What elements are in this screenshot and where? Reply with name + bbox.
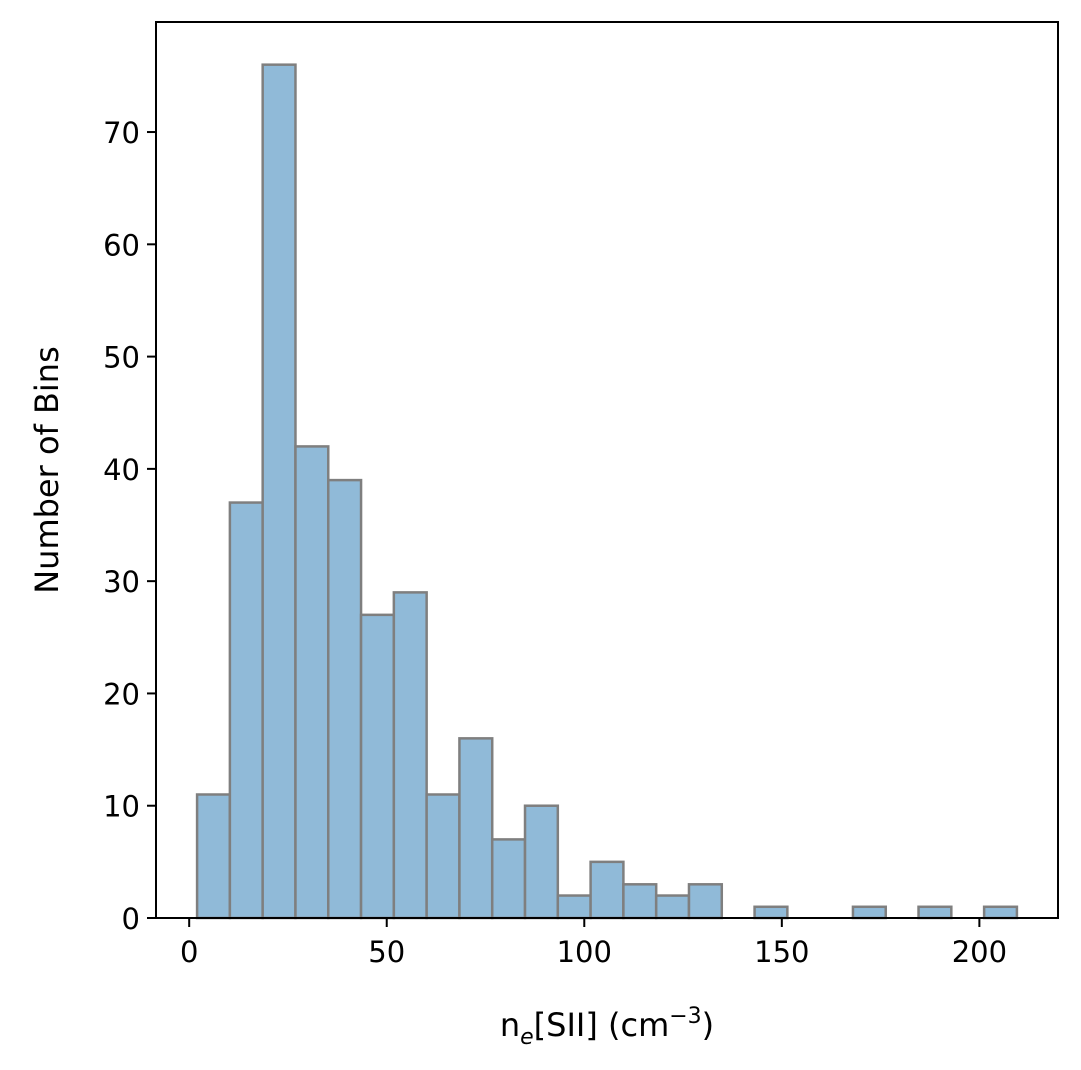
x-tick-label: 150 <box>754 935 809 969</box>
y-tick-label: 60 <box>103 228 140 262</box>
x-tick-label: 0 <box>180 935 198 969</box>
plot-frame <box>155 21 1059 919</box>
y-tick-label: 20 <box>103 677 140 711</box>
y-tick-label: 30 <box>103 565 140 599</box>
x-axis-title-sup: −3 <box>669 1004 701 1029</box>
histogram-bar <box>359 613 396 920</box>
y-axis-ticks: 0 10 20 30 40 50 60 70 <box>103 116 156 936</box>
x-tick-label: 200 <box>952 935 1007 969</box>
histogram-bar <box>392 591 428 920</box>
histogram-bar <box>228 501 264 920</box>
histogram-bar <box>556 894 592 920</box>
x-axis-title-sub: e <box>520 1025 534 1050</box>
histogram-bar <box>982 905 1019 920</box>
x-tick-label: 50 <box>368 935 405 969</box>
histogram-bar <box>687 883 724 920</box>
histogram-bar <box>753 905 789 920</box>
histogram-bars <box>195 63 1019 920</box>
x-axis-title-base: n <box>500 1006 520 1044</box>
histogram-bar <box>195 793 232 920</box>
y-axis-title: Number of Bins <box>28 346 66 594</box>
histogram-bar <box>294 445 330 920</box>
x-axis-ticks: 0 50 100 150 200 <box>180 918 1007 969</box>
x-axis-title-mid: [SII] (cm <box>534 1006 670 1044</box>
histogram-bar <box>425 793 461 920</box>
y-tick-label: 50 <box>103 341 140 375</box>
x-axis-title: ne[SII] (cm−3) <box>500 1004 714 1050</box>
x-tick-label: 100 <box>557 935 612 969</box>
histogram-bar <box>458 737 494 920</box>
histogram-bar <box>523 804 560 920</box>
histogram-bar <box>589 860 625 920</box>
histogram-bar <box>490 838 527 920</box>
histogram-bar <box>261 63 297 920</box>
histogram-bar <box>654 894 691 920</box>
histogram-bar <box>917 905 953 920</box>
histogram-bar <box>851 905 887 920</box>
histogram-bar <box>327 478 363 920</box>
y-tick-label: 70 <box>103 116 140 150</box>
y-tick-label: 40 <box>103 453 140 487</box>
y-tick-label: 0 <box>122 902 140 936</box>
x-axis-title-end: ) <box>702 1006 714 1044</box>
histogram-bar <box>622 883 658 920</box>
y-tick-label: 10 <box>103 790 140 824</box>
